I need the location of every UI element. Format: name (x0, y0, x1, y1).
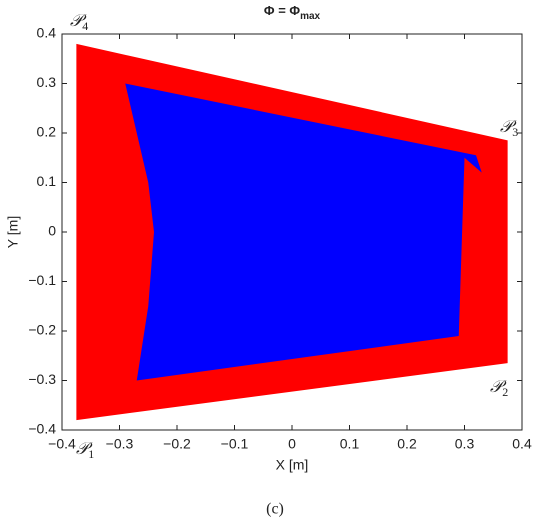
x-tick-label: 0.4 (512, 436, 532, 452)
y-tick-label: −0.3 (28, 371, 56, 387)
chart-title: Φ = Φmax (264, 3, 321, 21)
title-sub: max (300, 11, 320, 22)
y-axis-label: Y [m] (5, 216, 21, 248)
region (125, 83, 482, 381)
y-tick-label: 0.1 (37, 173, 57, 189)
y-tick-label: 0.4 (37, 25, 57, 41)
caption: (c) (266, 501, 284, 518)
x-tick-label: 0.2 (397, 436, 417, 452)
y-tick-label: 0.3 (37, 74, 57, 90)
point-label: 𝒫3 (500, 117, 518, 139)
x-axis-label: X [m] (276, 457, 309, 473)
title-main: Φ = Φ (264, 3, 300, 18)
point-label-sub: 3 (512, 125, 518, 139)
point-label-sub: 4 (82, 19, 88, 33)
x-tick-label: 0.1 (340, 436, 360, 452)
x-tick-label: 0.3 (455, 436, 475, 452)
y-tick-label: −0.1 (28, 272, 56, 288)
point-label-sub: 2 (502, 385, 508, 399)
y-tick-label: −0.2 (28, 322, 56, 338)
point-label: 𝒫1 (76, 439, 94, 461)
y-tick-label: 0 (48, 223, 56, 239)
x-tick-label: −0.3 (106, 436, 134, 452)
x-tick-label: 0 (288, 436, 296, 452)
x-tick-label: −0.2 (163, 436, 191, 452)
x-tick-label: −0.4 (48, 436, 76, 452)
point-label-sub: 1 (88, 447, 94, 461)
y-tick-label: 0.2 (37, 124, 57, 140)
x-tick-label: −0.1 (221, 436, 249, 452)
point-label: 𝒫4 (70, 11, 88, 33)
point-label: 𝒫2 (490, 377, 508, 399)
y-tick-label: −0.4 (28, 421, 56, 437)
